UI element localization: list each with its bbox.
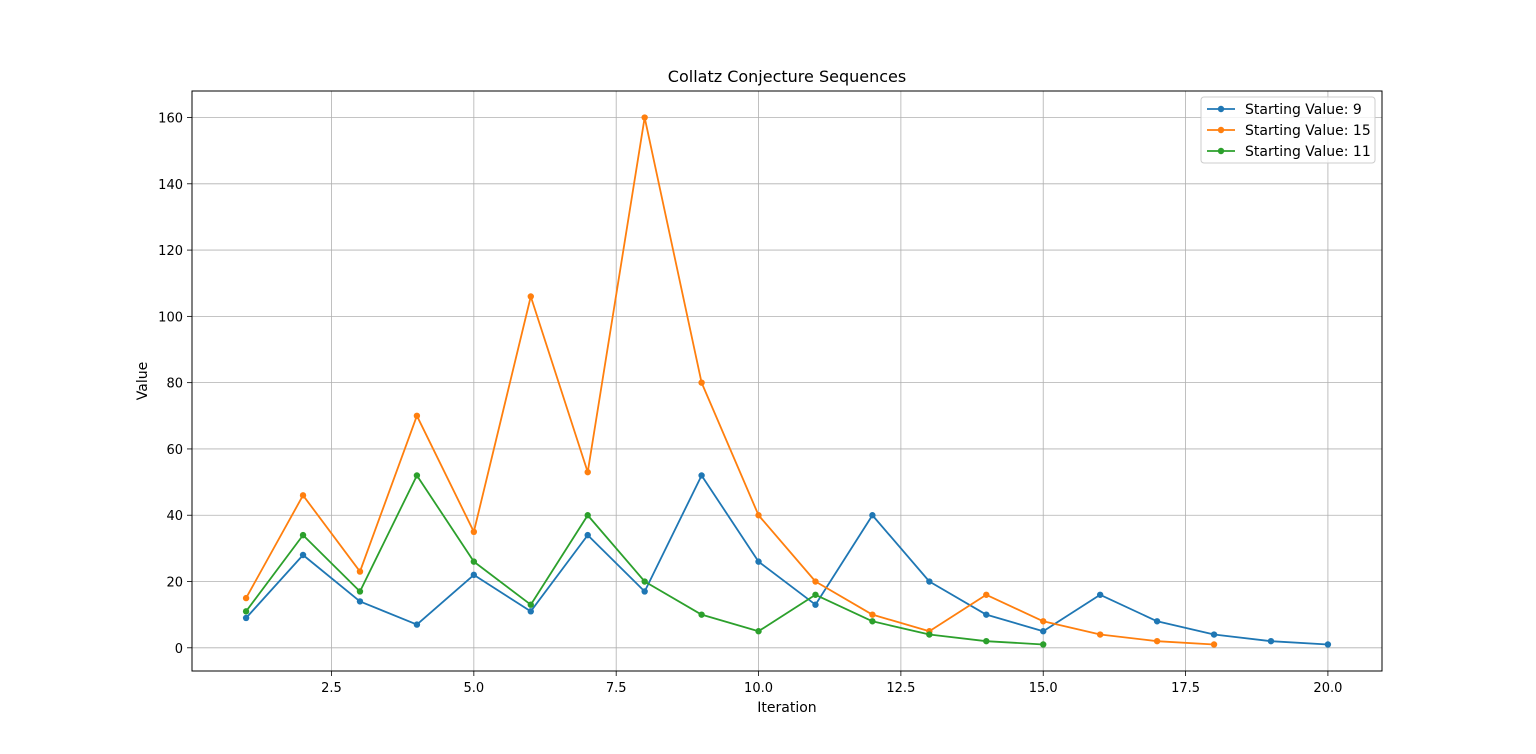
data-point [356, 568, 364, 575]
x-tick-label: 10.0 [744, 681, 773, 696]
data-point [356, 588, 364, 595]
data-point [1210, 631, 1218, 638]
x-tick-label: 15.0 [1029, 681, 1058, 696]
data-point [299, 531, 307, 539]
data-point [698, 472, 705, 479]
data-point [698, 611, 705, 618]
data-point [926, 631, 933, 638]
y-tick-label: 80 [166, 377, 183, 392]
x-tick-label: 2.5 [321, 681, 342, 696]
data-point [413, 412, 421, 419]
legend-label: Starting Value: 11 [1245, 144, 1371, 160]
data-point [1153, 618, 1161, 625]
data-point [1324, 641, 1332, 648]
y-tick-label: 100 [158, 310, 183, 325]
data-point [755, 558, 762, 565]
data-point [755, 512, 762, 519]
data-point [584, 468, 591, 476]
data-point [869, 618, 876, 625]
data-point [1096, 591, 1104, 598]
data-point [527, 293, 534, 300]
grid [192, 91, 1382, 671]
data-point [869, 512, 876, 519]
data-point [1040, 641, 1047, 648]
data-point [983, 591, 990, 598]
y-tick-label: 120 [158, 244, 183, 259]
x-tick-label: 5.0 [463, 681, 484, 696]
data-point [242, 594, 250, 602]
data-point [755, 628, 762, 635]
data-point [413, 621, 421, 628]
legend-label: Starting Value: 9 [1245, 102, 1362, 118]
x-tick-label: 20.0 [1313, 681, 1342, 696]
series-layer [242, 114, 1332, 648]
data-point [527, 601, 534, 608]
y-tick-label: 140 [158, 178, 183, 193]
data-point [527, 608, 534, 615]
y-tick-label: 160 [158, 112, 183, 127]
x-tick-label: 17.5 [1171, 681, 1200, 696]
data-point [299, 551, 307, 559]
legend-label: Starting Value: 15 [1245, 123, 1371, 139]
data-point [812, 591, 819, 598]
legend-marker [1217, 147, 1225, 155]
series-line [245, 116, 1215, 646]
y-tick-label: 60 [166, 443, 183, 458]
data-point [1040, 628, 1047, 635]
data-point [470, 558, 478, 565]
data-point [584, 531, 591, 539]
data-point [470, 571, 478, 579]
data-point [869, 611, 876, 618]
chart-title: Collatz Conjecture Sequences [668, 67, 906, 86]
data-point [299, 492, 307, 499]
legend-box [1200, 96, 1376, 164]
data-point [413, 472, 421, 479]
y-tick-label: 40 [166, 509, 183, 524]
series-1 [242, 472, 1332, 648]
y-axis-label: Value [135, 362, 151, 400]
series-3 [242, 472, 1047, 648]
x-tick-label: 7.5 [606, 681, 627, 696]
data-point [641, 588, 648, 595]
data-point [698, 379, 705, 386]
series-line [245, 474, 1328, 646]
y-tick-label: 20 [166, 576, 183, 591]
data-point [1153, 637, 1161, 645]
data-point [641, 578, 648, 585]
data-point [584, 512, 591, 519]
data-point [356, 598, 364, 605]
legend-marker [1217, 126, 1225, 134]
x-axis-label: Iteration [757, 700, 816, 716]
data-point [812, 578, 819, 585]
data-point [812, 601, 819, 608]
x-tick-label: 12.5 [886, 681, 915, 696]
data-point [470, 528, 478, 535]
data-point [983, 637, 990, 645]
data-point [983, 611, 990, 618]
y-tick-label: 0 [175, 642, 183, 657]
ticks: 2.5 5.0 7.5 10.0 12.5 15.0 17.5 20.0 0 20 40 60 80 10… [158, 112, 1342, 696]
plot-frame [191, 90, 1383, 672]
data-point [641, 114, 648, 121]
data-point [1096, 631, 1104, 638]
legend: Starting Value: 9 Starting Value: 15 Start… [1200, 96, 1376, 164]
data-point [242, 608, 250, 615]
data-point [242, 614, 250, 622]
legend-marker [1217, 105, 1225, 113]
data-point [1267, 637, 1275, 645]
data-point [1210, 641, 1218, 648]
data-point [1040, 618, 1047, 625]
data-point [926, 578, 933, 585]
